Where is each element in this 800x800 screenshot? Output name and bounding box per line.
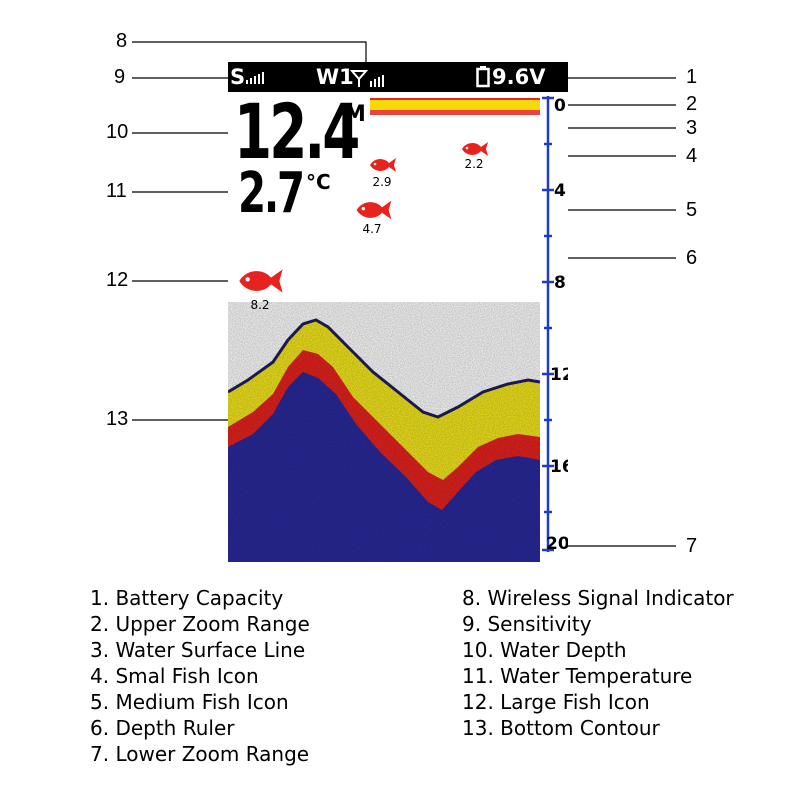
fish-depth-label: 2.2 (464, 157, 484, 171)
small-fish-icon (370, 158, 396, 172)
callout-number: 6 (686, 247, 698, 269)
callout-number: 4 (686, 145, 698, 167)
depth-ruler-mark: 12 (550, 365, 568, 385)
callout-number: 9 (114, 66, 126, 88)
legend-item: 13. Bottom Contour (462, 716, 660, 740)
depth-ruler-mark: 20 (546, 534, 568, 554)
medium-fish-icon (356, 200, 392, 220)
depth-ruler-mark: 8 (554, 273, 566, 293)
callout-number: 8 (116, 30, 128, 52)
bottom-contour (228, 98, 541, 562)
callout-number: 3 (686, 117, 698, 139)
legend-item: 12. Large Fish Icon (462, 690, 650, 714)
water-temperature-unit: °C (306, 170, 331, 194)
legend-item: 3. Water Surface Line (90, 638, 306, 662)
legend-item: 7. Lower Zoom Range (90, 742, 310, 766)
small-fish-icon (462, 142, 488, 156)
legend-item: 6. Depth Ruler (90, 716, 235, 740)
water-temperature-value: 2.7 (238, 161, 305, 226)
fish-depth-label: 8.2 (250, 298, 270, 312)
legend-item: 8. Wireless Signal Indicator (462, 586, 734, 610)
legend-item: 11. Water Temperature (462, 664, 693, 688)
water-depth-unit: M (344, 102, 366, 127)
fish-depth-label: 2.9 (372, 175, 392, 189)
callout-number: 11 (106, 180, 127, 202)
depth-ruler-mark: 0 (554, 96, 566, 116)
callout-number: 7 (686, 535, 698, 557)
large-fish-icon (239, 269, 283, 293)
callout-number: 5 (686, 199, 698, 221)
callout-number: 1 (686, 66, 698, 88)
callout-number: 13 (106, 408, 129, 430)
depth-ruler (542, 96, 554, 552)
battery-icon (476, 66, 490, 88)
sensitivity-bars-icon (246, 70, 266, 84)
legend-item: 4. Smal Fish Icon (90, 664, 259, 688)
water-depth-value: 12.4 (234, 87, 360, 176)
wireless-channel: W1 (316, 65, 354, 89)
depth-ruler-mark: 4 (554, 181, 566, 201)
callout-number: 2 (686, 93, 698, 115)
legend-item: 1. Battery Capacity (90, 586, 284, 610)
battery-voltage: 9.6V (492, 65, 546, 89)
depth-ruler-mark: 16 (550, 457, 568, 477)
legend-item: 9. Sensitivity (462, 612, 592, 636)
fishfinder-screen: S W1 9.6V 12.4 M 2.7 °C 2.2 (228, 62, 568, 562)
legend-item: 5. Medium Fish Icon (90, 690, 289, 714)
wireless-signal-icon (350, 70, 384, 87)
sensitivity-label: S (230, 65, 246, 89)
status-bar: S W1 9.6V (228, 62, 568, 92)
legend-item: 2. Upper Zoom Range (90, 612, 310, 636)
callout-number: 10 (106, 121, 129, 143)
callout-number: 12 (106, 269, 129, 291)
fish-depth-label: 4.7 (362, 222, 382, 236)
legend-item: 10. Water Depth (462, 638, 627, 662)
